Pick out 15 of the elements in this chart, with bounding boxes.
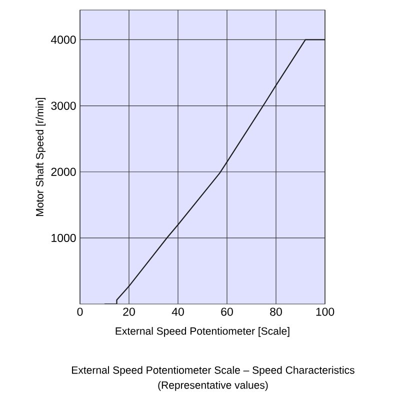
x-tick-label: 100 [316, 308, 334, 316]
y-axis-title: Motor Shaft Speed [r/min] [36, 98, 46, 216]
x-tick-label: 80 [270, 308, 282, 316]
text: External Speed Potentiometer Scale – Speed Characteristics [72, 366, 354, 376]
x-tick-label: 0 [77, 308, 83, 316]
y-tick-label: 3000 [51, 102, 76, 110]
y-tick-label: 2000 [51, 168, 76, 176]
line-series [104, 39, 326, 304]
x-axis-title: External Speed Potentiometer [Scale] [116, 327, 290, 337]
text: (Representative values) [158, 381, 268, 391]
x-tick-label: 40 [172, 308, 184, 316]
x-tick-label: 60 [221, 308, 233, 316]
x-tick-label: 20 [123, 308, 135, 316]
y-tick-label: 4000 [50, 36, 76, 44]
y-tick-label: 1000 [52, 234, 76, 242]
